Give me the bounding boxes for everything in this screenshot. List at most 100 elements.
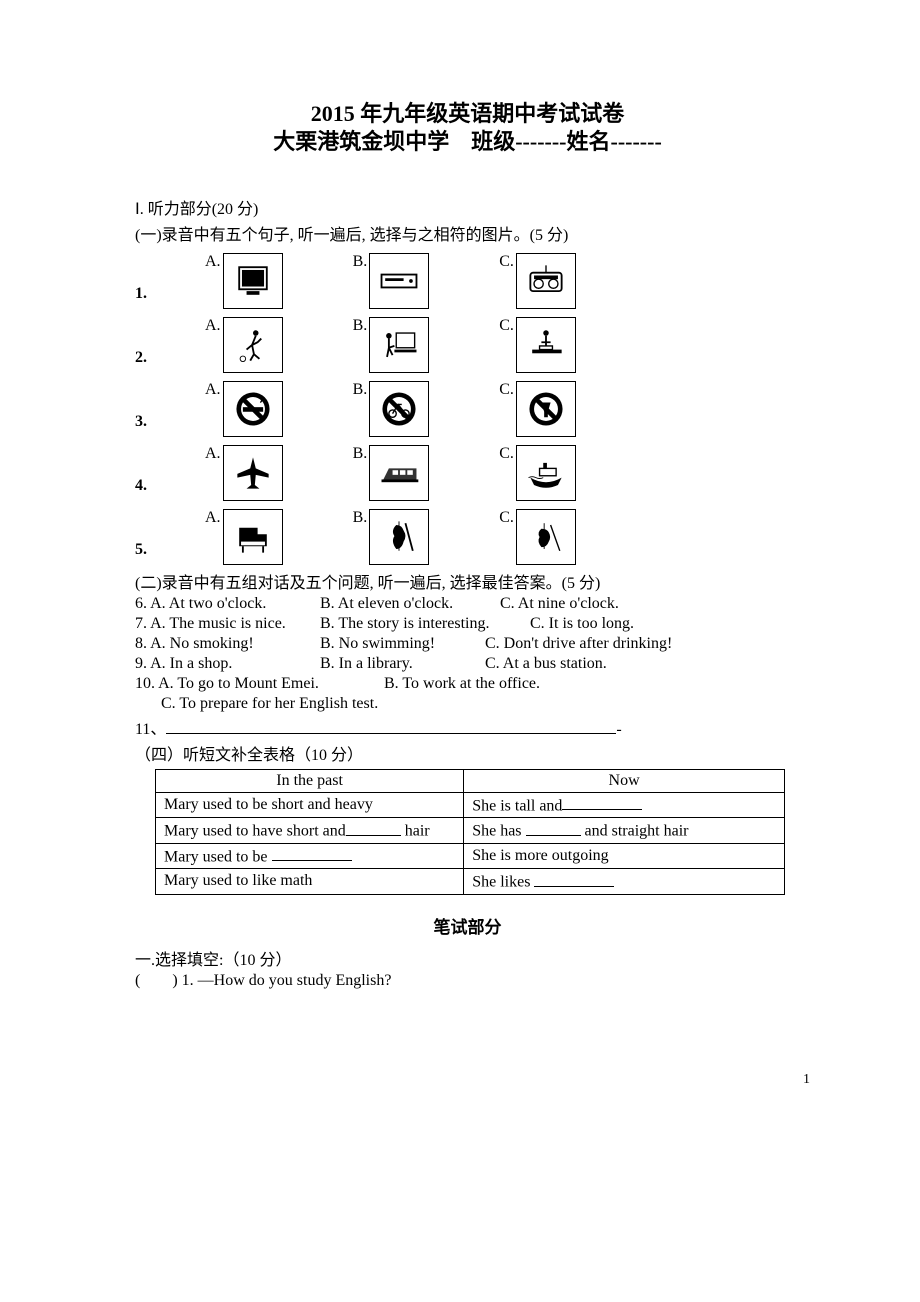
cello-icon [369,509,429,565]
option-group: A. B. C. [205,317,576,373]
cell-past: Mary used to be short and heavy [156,793,464,818]
written-section-head: 笔试部分 [135,913,800,938]
question-number: 3. [135,413,165,437]
radio-icon [516,253,576,309]
picture-option[interactable]: C. [499,381,576,437]
exam-page: 2015 年九年级英语期中考试试卷 大栗港筑金坝中学 班级-------姓名--… [0,0,920,1032]
text-question: 7. A. The music is nice.B. The story is … [135,615,800,633]
cell-past: Mary used to be [156,843,464,868]
picture-question-row: 4. A. B. C. [135,445,800,501]
answer-paren[interactable]: ( ) [135,972,182,989]
opt-b: B. No swimming! [320,635,485,653]
q11: 11、- [135,715,800,739]
picture-option[interactable]: A. [205,381,283,437]
text-question: 6. A. At two o'clock.B. At eleven o'cloc… [135,595,800,613]
title-gap [449,129,471,154]
piano-icon [223,509,283,565]
option-label: C. [499,253,514,271]
choice-section-head: 一.选择填空:（10 分） [135,946,800,970]
nodrink-icon [516,381,576,437]
picture-option[interactable]: B. [353,317,430,373]
picture-option[interactable]: C. [499,317,576,373]
q11-blank[interactable] [166,719,616,734]
cell-past: Mary used to like math [156,869,464,894]
text-question: 8. A. No smoking!B. No swimming!C. Don't… [135,635,800,653]
q11-label: 11、 [135,721,166,738]
fill-blank[interactable] [562,795,642,810]
option-label: A. [205,317,221,335]
fill-blank[interactable] [534,871,614,886]
table-row: Mary used to like mathShe likes [156,869,785,894]
q-num-opt-a: 6. A. At two o'clock. [135,595,320,613]
picture-option[interactable]: C. [499,509,576,565]
picture-option[interactable]: B. [353,445,430,501]
option-label: B. [353,381,368,399]
picture-question-row: 3. A. B. C. [135,381,800,437]
question-number: 4. [135,477,165,501]
q1-text: 1. —How do you study English? [182,972,392,989]
picture-option[interactable]: A. [205,253,283,309]
part1-head: (一)录音中有五个句子, 听一遍后, 选择与之相符的图片。(5 分) [135,221,800,245]
q-num-opt-a: 9. A. In a shop. [135,655,320,673]
question-number: 5. [135,541,165,565]
picture-option[interactable]: B. [353,509,430,565]
q-num-opt-a: 7. A. The music is nice. [135,615,320,633]
picture-question-row: 5. A. B. C. [135,509,800,565]
part4-head: （四）听短文补全表格（10 分） [135,741,800,765]
nobike-icon [369,381,429,437]
cell-now: She is tall and [464,793,785,818]
q-num-opt-a: 8. A. No smoking! [135,635,320,653]
fill-blank[interactable] [526,820,581,835]
picture-question-row: 1. A. B. C. [135,253,800,309]
picture-option[interactable]: A. [205,317,283,373]
picture-question-row: 2.A.B.C. [135,317,800,373]
picture-option[interactable]: C. [499,253,576,309]
read-icon [516,317,576,373]
train-icon [369,445,429,501]
choice-q1: ( ) 1. —How do you study English? [135,972,800,990]
part2-head: (二)录音中有五组对话及五个问题, 听一遍后, 选择最佳答案。(5 分) [135,569,800,593]
picture-option[interactable]: A. [205,509,283,565]
option-group: A. B. C. [205,509,576,565]
question-number: 1. [135,285,165,309]
picture-option[interactable]: A. [205,445,283,501]
computer-icon [369,317,429,373]
option-label: C. [499,317,514,335]
option-label: C. [499,381,514,399]
cell-now: She likes [464,869,785,894]
plane-icon [223,445,283,501]
opt-c: C. At a bus station. [485,655,607,673]
option-label: A. [205,381,221,399]
option-label: C. [499,509,514,527]
option-group: A. B. C. [205,381,576,437]
option-group: A. B. C. [205,253,576,309]
option-group: A. B. C. [205,445,576,501]
ship-icon [516,445,576,501]
option-label: C. [499,445,514,463]
text-questions: 6. A. At two o'clock.B. At eleven o'cloc… [135,595,800,673]
q10-opt-c: C. To prepare for her English test. [161,695,378,712]
picture-questions: 1.A.B.C.2.A.B.C.3.A.B.C.4.A.B.C.5.A.B.C. [135,253,800,565]
picture-option[interactable]: B. [353,253,430,309]
table-row: Mary used to have short and hairShe has … [156,818,785,843]
opt-c: C. At nine o'clock. [500,595,619,613]
table-header-row: In the past Now [156,770,785,793]
q10-line1: 10. A. To go to Mount Emei. B. To work a… [135,675,800,693]
opt-b: B. At eleven o'clock. [320,595,500,613]
option-label: A. [205,253,221,271]
fill-table: In the past Now Mary used to be short an… [155,769,785,895]
opt-c: C. It is too long. [530,615,634,633]
class-name-fields: 班级-------姓名------- [471,129,662,154]
picture-option[interactable]: B. [353,381,430,437]
picture-option[interactable]: C. [499,445,576,501]
option-label: B. [353,317,368,335]
fill-blank[interactable] [346,820,401,835]
th-now: Now [464,770,785,793]
option-label: A. [205,509,221,527]
title-line-1: 2015 年九年级英语期中考试试卷 [135,100,800,128]
title-line-2: 大栗港筑金坝中学 班级-------姓名------- [135,128,800,156]
run-icon [223,317,283,373]
opt-b: B. In a library. [320,655,485,673]
tv-icon [223,253,283,309]
fill-blank[interactable] [272,846,352,861]
